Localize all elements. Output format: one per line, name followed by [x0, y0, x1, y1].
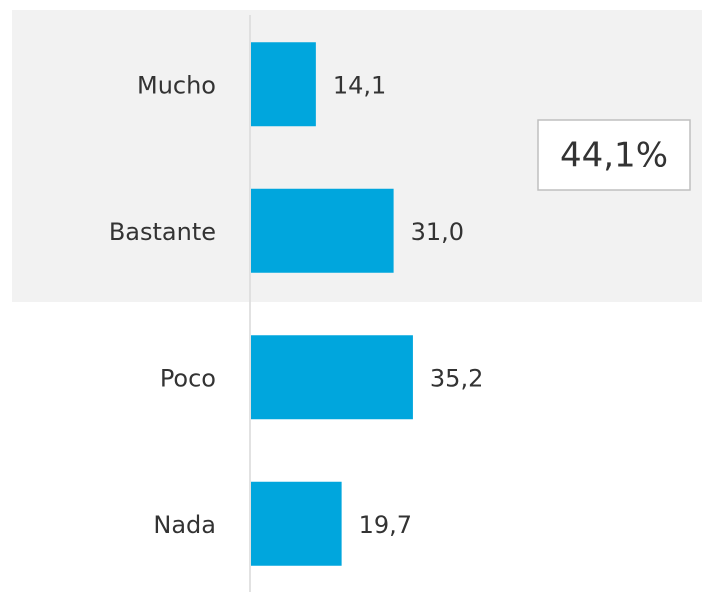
annotation: 44,1% [560, 136, 668, 176]
category-label: Bastante [109, 218, 216, 246]
bar [251, 42, 316, 127]
bar [251, 335, 413, 420]
annotation-box [537, 119, 691, 191]
value-label: 14,1 [333, 71, 386, 99]
value-label: 35,2 [430, 364, 483, 392]
value-label: 19,7 [359, 511, 412, 539]
bar [251, 481, 342, 566]
value-label: 31,0 [411, 218, 464, 246]
bar [251, 188, 394, 273]
category-label: Poco [160, 364, 216, 392]
category-label: Mucho [137, 71, 216, 99]
category-label: Nada [153, 511, 216, 539]
